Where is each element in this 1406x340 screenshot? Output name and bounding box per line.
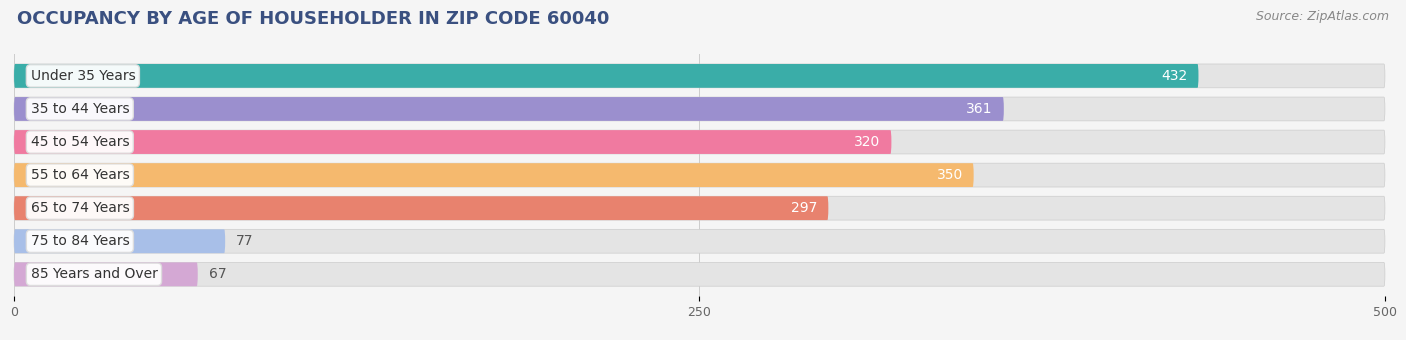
Text: 361: 361 (966, 102, 993, 116)
FancyBboxPatch shape (14, 64, 1198, 88)
FancyBboxPatch shape (14, 196, 1385, 220)
FancyBboxPatch shape (14, 64, 1385, 88)
FancyBboxPatch shape (14, 230, 225, 253)
FancyBboxPatch shape (14, 262, 198, 286)
Text: 297: 297 (792, 201, 817, 215)
FancyBboxPatch shape (14, 163, 974, 187)
Text: Under 35 Years: Under 35 Years (31, 69, 135, 83)
Text: 85 Years and Over: 85 Years and Over (31, 267, 157, 281)
FancyBboxPatch shape (14, 130, 891, 154)
Text: 77: 77 (236, 234, 253, 248)
Text: 432: 432 (1161, 69, 1188, 83)
Text: OCCUPANCY BY AGE OF HOUSEHOLDER IN ZIP CODE 60040: OCCUPANCY BY AGE OF HOUSEHOLDER IN ZIP C… (17, 10, 609, 28)
Text: 320: 320 (855, 135, 880, 149)
Text: 45 to 54 Years: 45 to 54 Years (31, 135, 129, 149)
Text: Source: ZipAtlas.com: Source: ZipAtlas.com (1256, 10, 1389, 23)
Text: 65 to 74 Years: 65 to 74 Years (31, 201, 129, 215)
Text: 55 to 64 Years: 55 to 64 Years (31, 168, 129, 182)
FancyBboxPatch shape (14, 97, 1004, 121)
Text: 75 to 84 Years: 75 to 84 Years (31, 234, 129, 248)
FancyBboxPatch shape (14, 163, 1385, 187)
Text: 350: 350 (936, 168, 963, 182)
Text: 35 to 44 Years: 35 to 44 Years (31, 102, 129, 116)
FancyBboxPatch shape (14, 97, 1385, 121)
Text: 67: 67 (208, 267, 226, 281)
FancyBboxPatch shape (14, 196, 828, 220)
FancyBboxPatch shape (14, 130, 1385, 154)
FancyBboxPatch shape (14, 262, 1385, 286)
FancyBboxPatch shape (14, 230, 1385, 253)
